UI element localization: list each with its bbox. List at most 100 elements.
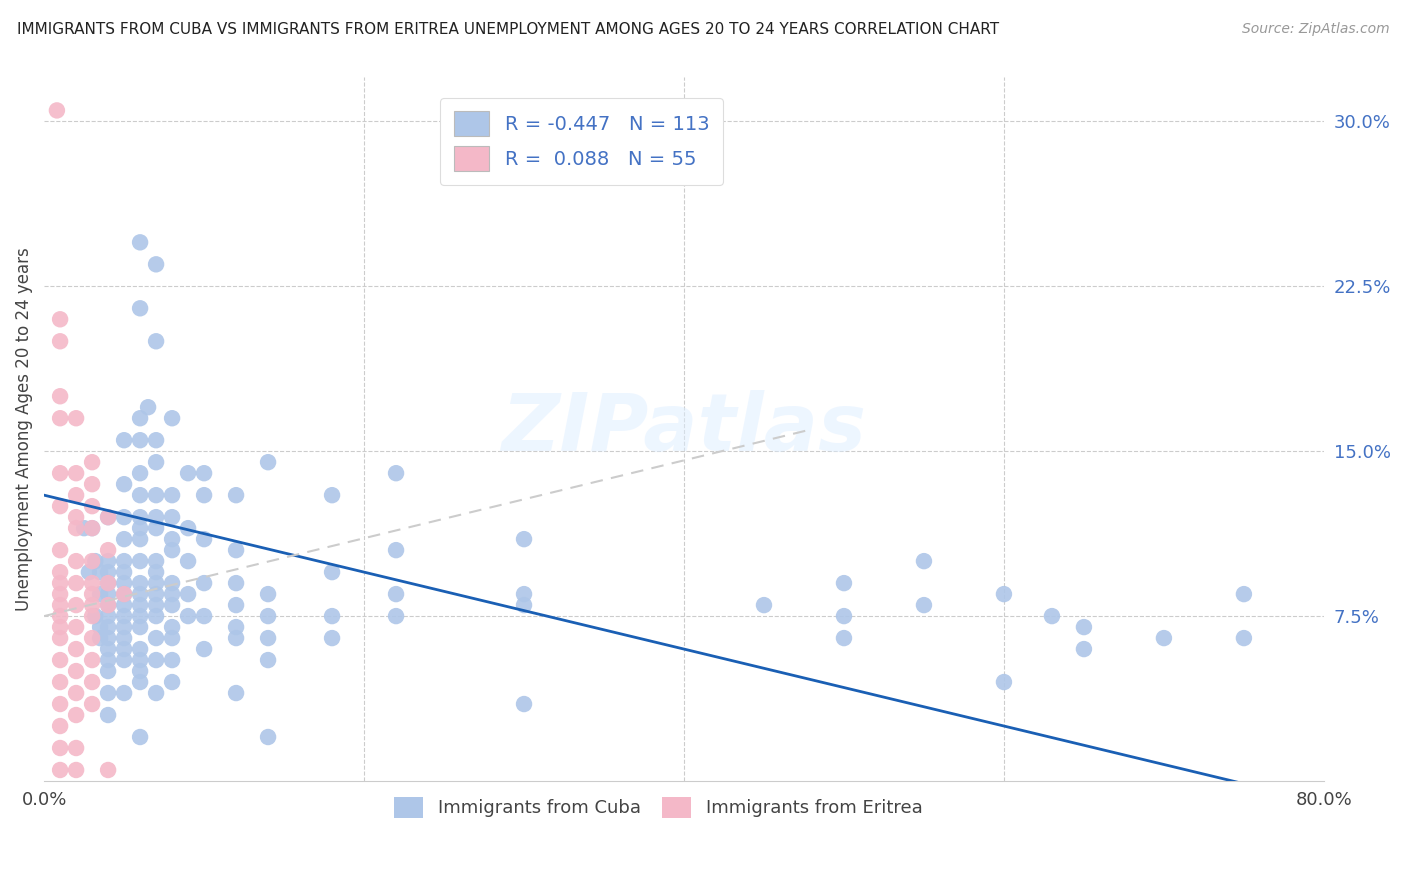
- Point: [82, 697, 104, 711]
- Point: [97, 598, 120, 612]
- Point: [145, 554, 167, 568]
- Point: [112, 686, 135, 700]
- Point: [45, 103, 67, 118]
- Point: [177, 587, 200, 601]
- Point: [49, 697, 72, 711]
- Point: [225, 598, 247, 612]
- Point: [129, 664, 152, 678]
- Point: [129, 653, 152, 667]
- Point: [160, 587, 183, 601]
- Point: [65, 466, 87, 480]
- Point: [129, 301, 152, 316]
- Point: [513, 598, 536, 612]
- Point: [65, 576, 87, 591]
- Point: [49, 631, 72, 645]
- Point: [112, 598, 135, 612]
- Point: [97, 708, 120, 723]
- Point: [82, 631, 104, 645]
- Point: [129, 488, 152, 502]
- Point: [145, 521, 167, 535]
- Point: [97, 642, 120, 657]
- Point: [832, 631, 855, 645]
- Point: [82, 598, 104, 612]
- Point: [65, 708, 87, 723]
- Point: [112, 434, 135, 448]
- Point: [97, 609, 120, 624]
- Point: [112, 576, 135, 591]
- Point: [77, 565, 100, 579]
- Point: [97, 554, 120, 568]
- Point: [65, 642, 87, 657]
- Point: [112, 642, 135, 657]
- Point: [193, 609, 215, 624]
- Point: [160, 653, 183, 667]
- Point: [49, 334, 72, 349]
- Point: [145, 434, 167, 448]
- Point: [82, 521, 104, 535]
- Legend: Immigrants from Cuba, Immigrants from Eritrea: Immigrants from Cuba, Immigrants from Er…: [387, 789, 929, 825]
- Point: [65, 554, 87, 568]
- Point: [177, 554, 200, 568]
- Point: [49, 576, 72, 591]
- Point: [129, 576, 152, 591]
- Point: [225, 631, 247, 645]
- Point: [82, 675, 104, 690]
- Point: [513, 697, 536, 711]
- Point: [129, 620, 152, 634]
- Point: [49, 741, 72, 756]
- Point: [129, 411, 152, 425]
- Point: [129, 510, 152, 524]
- Point: [160, 510, 183, 524]
- Point: [129, 434, 152, 448]
- Point: [1040, 609, 1063, 624]
- Y-axis label: Unemployment Among Ages 20 to 24 years: Unemployment Among Ages 20 to 24 years: [15, 247, 32, 611]
- Point: [82, 477, 104, 491]
- Point: [112, 510, 135, 524]
- Point: [112, 565, 135, 579]
- Point: [82, 521, 104, 535]
- Point: [112, 554, 135, 568]
- Point: [145, 686, 167, 700]
- Point: [97, 620, 120, 634]
- Point: [385, 609, 408, 624]
- Point: [97, 653, 120, 667]
- Point: [89, 565, 111, 579]
- Point: [73, 521, 96, 535]
- Point: [65, 741, 87, 756]
- Point: [65, 598, 87, 612]
- Point: [82, 455, 104, 469]
- Point: [129, 642, 152, 657]
- Point: [49, 411, 72, 425]
- Point: [112, 587, 135, 601]
- Point: [129, 587, 152, 601]
- Point: [112, 609, 135, 624]
- Text: Source: ZipAtlas.com: Source: ZipAtlas.com: [1241, 22, 1389, 37]
- Point: [112, 653, 135, 667]
- Point: [82, 609, 104, 624]
- Point: [129, 675, 152, 690]
- Point: [97, 598, 120, 612]
- Point: [321, 631, 343, 645]
- Point: [49, 565, 72, 579]
- Point: [97, 543, 120, 558]
- Point: [49, 620, 72, 634]
- Point: [97, 631, 120, 645]
- Point: [82, 499, 104, 513]
- Point: [912, 554, 935, 568]
- Point: [145, 565, 167, 579]
- Point: [145, 576, 167, 591]
- Point: [321, 609, 343, 624]
- Point: [97, 510, 120, 524]
- Point: [193, 532, 215, 546]
- Point: [193, 466, 215, 480]
- Point: [145, 609, 167, 624]
- Point: [160, 488, 183, 502]
- Point: [49, 598, 72, 612]
- Point: [177, 521, 200, 535]
- Point: [97, 763, 120, 777]
- Point: [65, 763, 87, 777]
- Point: [49, 466, 72, 480]
- Point: [65, 510, 87, 524]
- Point: [193, 488, 215, 502]
- Point: [65, 664, 87, 678]
